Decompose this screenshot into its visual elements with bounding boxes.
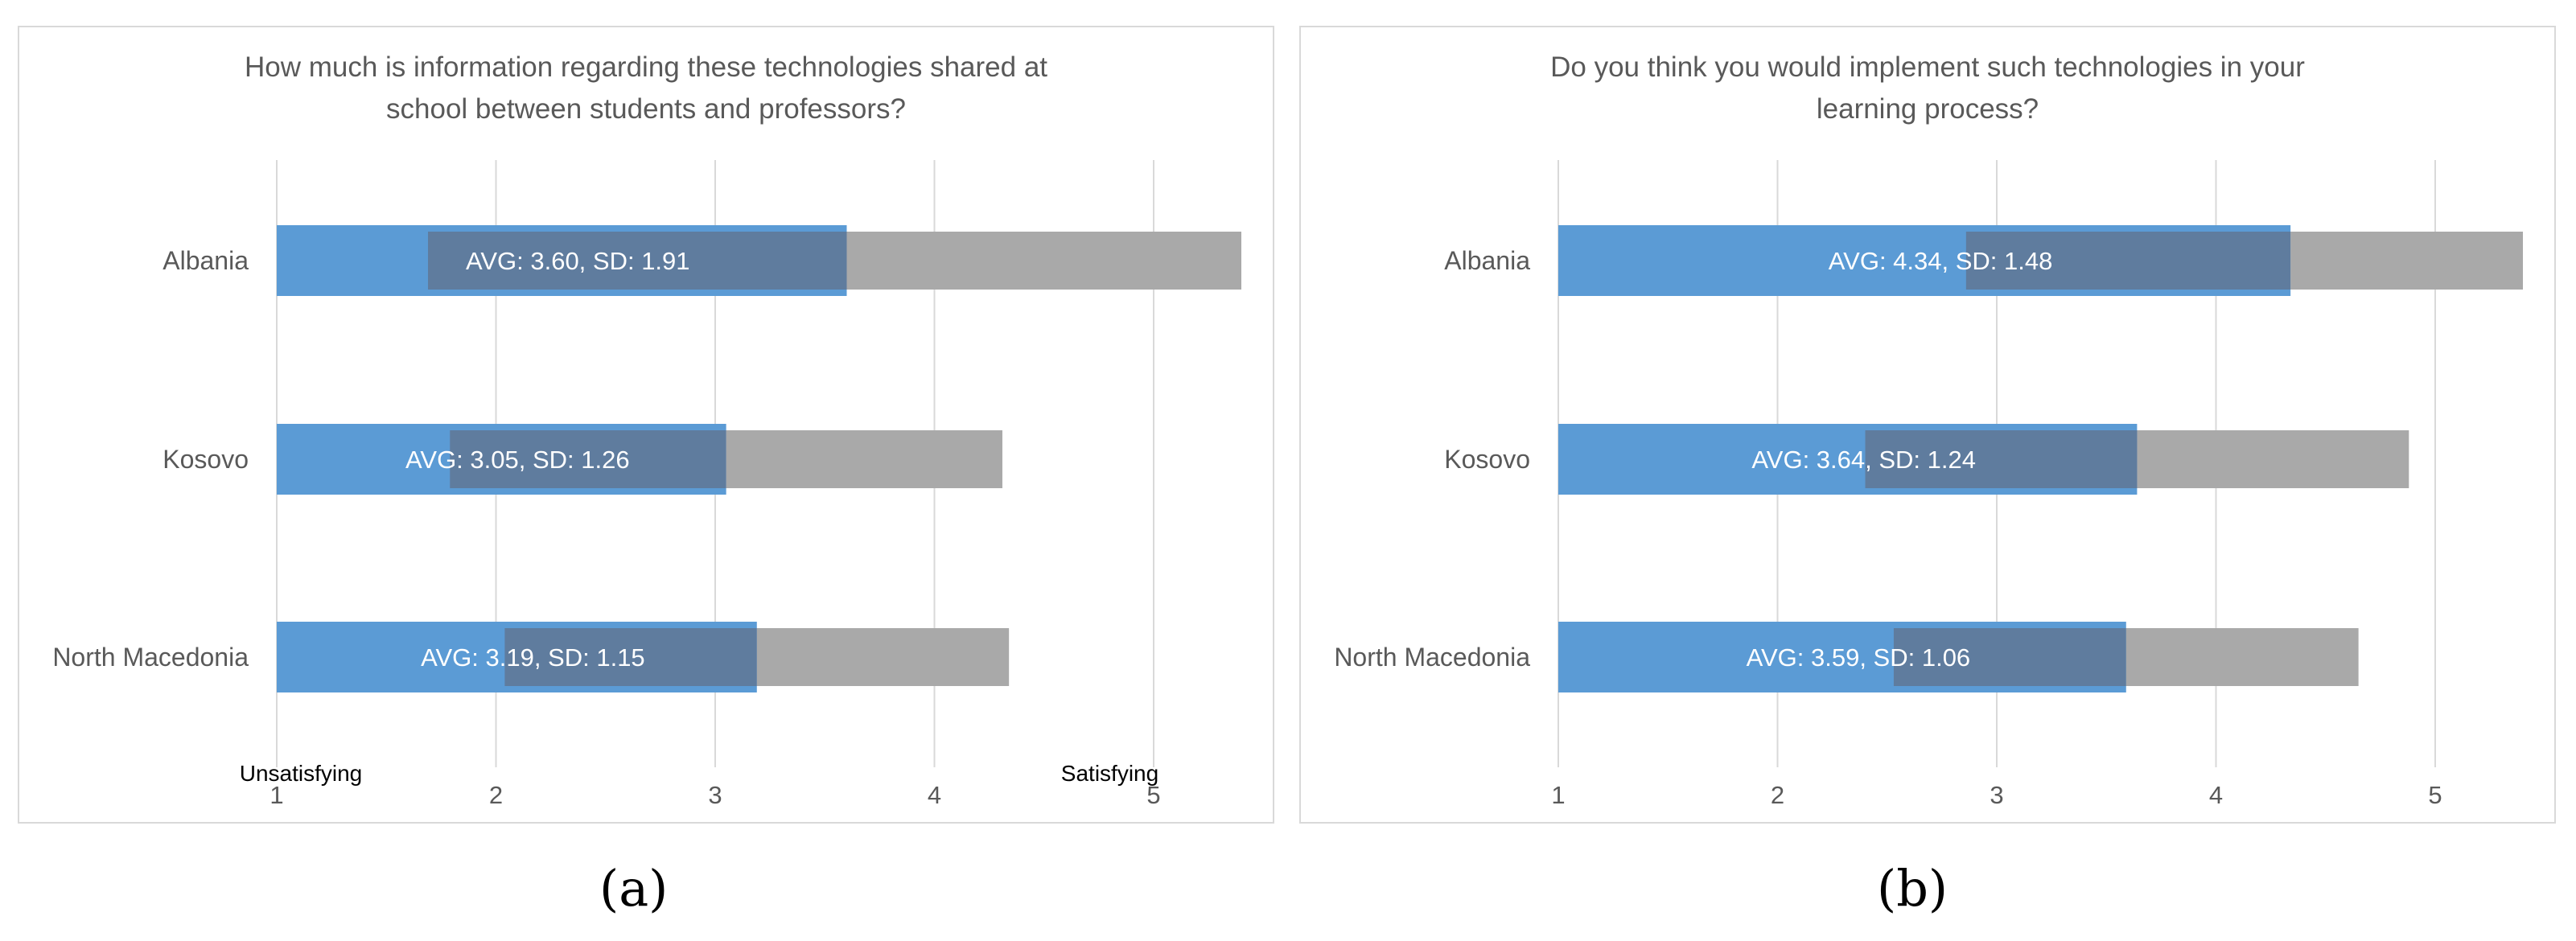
- x-tick-label: 2: [1771, 781, 1784, 809]
- scale-label-high: Satisfying: [1061, 761, 1158, 786]
- category-label: Albania: [163, 246, 249, 275]
- sd-bar: [2125, 628, 2359, 686]
- chart-panel-a: How much is information regarding these …: [18, 26, 1274, 824]
- category-label: Kosovo: [1444, 445, 1530, 474]
- chart-plot-b: 1 2 3 4 5 Albania AVG: 4.34, SD: 1.48 Kosovo AVG…: [1334, 160, 2523, 809]
- chart-title: Do you think you would implement such te…: [1301, 47, 2554, 130]
- sd-bar: [846, 232, 1241, 290]
- chart-plot-a: 1 2 3 4 5 Albania AVG: 3.60, SD: 1.91 Kosovo AVG…: [52, 160, 1241, 809]
- category-label: North Macedonia: [52, 643, 249, 672]
- sd-overlap-bar: [1965, 232, 2291, 290]
- data-label: AVG: 3.60, SD: 1.91: [466, 247, 690, 275]
- caption-a: (a): [599, 859, 669, 918]
- data-label: AVG: 3.05, SD: 1.26: [405, 446, 630, 474]
- x-tick-label: 4: [2209, 781, 2223, 809]
- data-label: AVG: 3.19, SD: 1.15: [421, 643, 645, 672]
- chart-panel-b: Do you think you would implement such te…: [1299, 26, 2556, 824]
- category-label: North Macedonia: [1334, 643, 1530, 672]
- sd-overlap-bar: [450, 430, 726, 488]
- x-tick-label: 1: [1551, 781, 1565, 809]
- x-tick-label: 3: [1990, 781, 2003, 809]
- scale-label-low: Unsatisfying: [240, 761, 363, 786]
- x-tick-label: 5: [1146, 781, 1160, 809]
- x-tick-label: 4: [928, 781, 941, 809]
- sd-bar: [2290, 232, 2523, 290]
- x-tick-label: 1: [270, 781, 283, 809]
- chart-title: How much is information regarding these …: [19, 47, 1273, 130]
- chart-title-line-2: learning process?: [1816, 93, 2039, 125]
- chart-title-line-1: Do you think you would implement such te…: [1550, 51, 2305, 83]
- sd-overlap-bar: [428, 232, 847, 290]
- x-tick-label: 2: [489, 781, 503, 809]
- data-label: AVG: 4.34, SD: 1.48: [1829, 247, 2053, 275]
- caption-b: (b): [1877, 859, 1948, 918]
- data-label: AVG: 3.59, SD: 1.06: [1747, 643, 1971, 672]
- x-tick-label: 5: [2428, 781, 2442, 809]
- sd-bar: [2137, 430, 2409, 488]
- category-label: Kosovo: [163, 445, 249, 474]
- sd-bar: [756, 628, 1010, 686]
- category-label: Albania: [1444, 246, 1530, 275]
- sd-overlap-bar: [1893, 628, 2126, 686]
- chart-title-line-2: school between students and professors?: [386, 93, 906, 125]
- data-label: AVG: 3.64, SD: 1.24: [1751, 446, 1976, 474]
- sd-overlap-bar: [1865, 430, 2138, 488]
- chart-title-line-1: How much is information regarding these …: [244, 51, 1048, 83]
- x-tick-label: 3: [708, 781, 722, 809]
- sd-overlap-bar: [504, 628, 757, 686]
- sd-bar: [726, 430, 1002, 488]
